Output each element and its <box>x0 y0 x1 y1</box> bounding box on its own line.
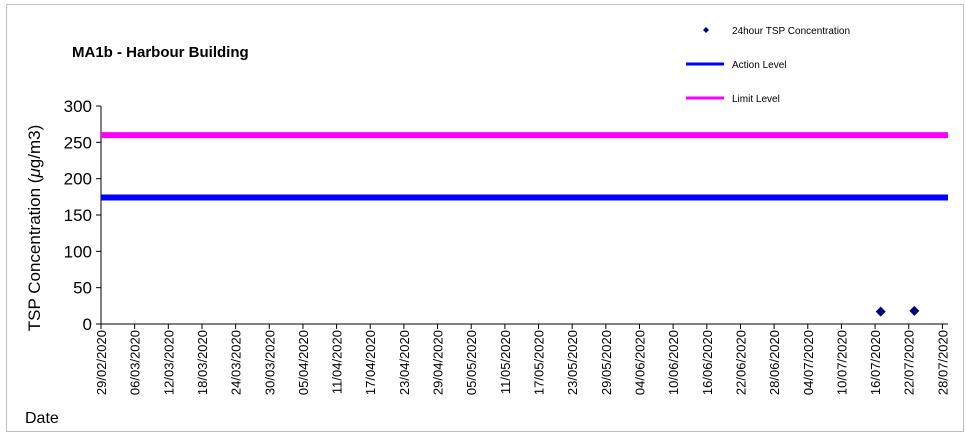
chart-frame <box>6 4 964 432</box>
y-tick-label: 300 <box>64 97 92 116</box>
x-tick-label: 10/07/2020 <box>834 330 849 395</box>
x-tick-label: 11/04/2020 <box>330 330 345 394</box>
y-axis-label-end: g/m3) <box>25 125 44 168</box>
x-tick-label: 29/04/2020 <box>431 330 446 395</box>
x-axis-label: Date <box>25 410 59 427</box>
x-tick-label: 05/05/2020 <box>464 330 479 395</box>
x-tick-label: 22/06/2020 <box>733 330 748 395</box>
x-tick-label: 24/03/2020 <box>229 330 244 395</box>
y-tick-label: 250 <box>64 133 92 152</box>
y-axis-label-start: TSP Concentration ( <box>25 177 44 331</box>
legend: 24hour TSP Concentration Action Level Limi… <box>686 26 850 105</box>
x-tick-label: 16/07/2020 <box>868 330 883 395</box>
y-tick-label: 200 <box>64 170 92 189</box>
chart-title: MA1b - Harbour Building <box>72 44 249 61</box>
legend-entry-label: 24hour TSP Concentration <box>732 26 850 37</box>
y-tick-label: 150 <box>64 206 92 225</box>
x-tick-label: 16/06/2020 <box>700 330 715 395</box>
x-tick-label: 17/04/2020 <box>363 330 378 395</box>
x-tick-label: 11/05/2020 <box>498 330 513 394</box>
x-tick-label: 06/03/2020 <box>128 330 143 395</box>
legend-entry-label: Limit Level <box>732 94 780 105</box>
legend-marker-swatch <box>703 27 709 33</box>
tsp-data-point <box>875 306 886 317</box>
y-axis-label-mu: μ <box>25 168 44 179</box>
x-tick-label: 29/05/2020 <box>599 330 614 395</box>
y-axis-label: TSP Concentration (μg/m3) <box>25 125 44 332</box>
x-tick-label: 28/07/2020 <box>935 330 950 395</box>
y-tick-label: 100 <box>64 242 92 261</box>
x-tick-label: 04/06/2020 <box>632 330 647 395</box>
x-tick-label: 30/03/2020 <box>262 330 277 395</box>
x-tick-label: 18/03/2020 <box>195 330 210 395</box>
x-tick-label: 05/04/2020 <box>296 330 311 395</box>
x-tick-label: 04/07/2020 <box>801 330 816 395</box>
x-tick-label: 10/06/2020 <box>666 330 681 395</box>
y-tick-label: 50 <box>73 279 92 298</box>
x-tick-label: 23/04/2020 <box>397 330 412 395</box>
x-tick-label: 17/05/2020 <box>532 330 547 395</box>
legend-entry-label: Action Level <box>732 60 786 71</box>
plot-area: 0 50 100 150 200 250 300 29/02/2020 06/03/2020 12… <box>64 97 951 395</box>
x-tick-label: 23/05/2020 <box>565 330 580 395</box>
y-tick-label: 0 <box>83 315 92 334</box>
x-tick-label: 12/03/2020 <box>161 330 176 395</box>
x-tick-label: 29/02/2020 <box>94 330 109 395</box>
x-tick-label: 22/07/2020 <box>902 330 917 395</box>
tsp-data-point <box>909 305 920 316</box>
x-tick-label: 28/06/2020 <box>767 330 782 395</box>
